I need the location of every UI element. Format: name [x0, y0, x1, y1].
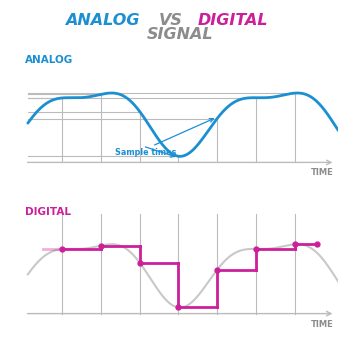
- Text: TIME: TIME: [311, 320, 334, 329]
- Text: SIGNAL: SIGNAL: [147, 27, 213, 42]
- Text: ANALOG: ANALOG: [25, 55, 73, 66]
- Text: VS: VS: [158, 13, 182, 28]
- Text: DIGITAL: DIGITAL: [198, 13, 269, 28]
- Text: DIGITAL: DIGITAL: [25, 207, 71, 217]
- Text: Sample times: Sample times: [115, 148, 176, 157]
- Text: ANALOG: ANALOG: [65, 13, 139, 28]
- Text: TIME: TIME: [311, 168, 334, 177]
